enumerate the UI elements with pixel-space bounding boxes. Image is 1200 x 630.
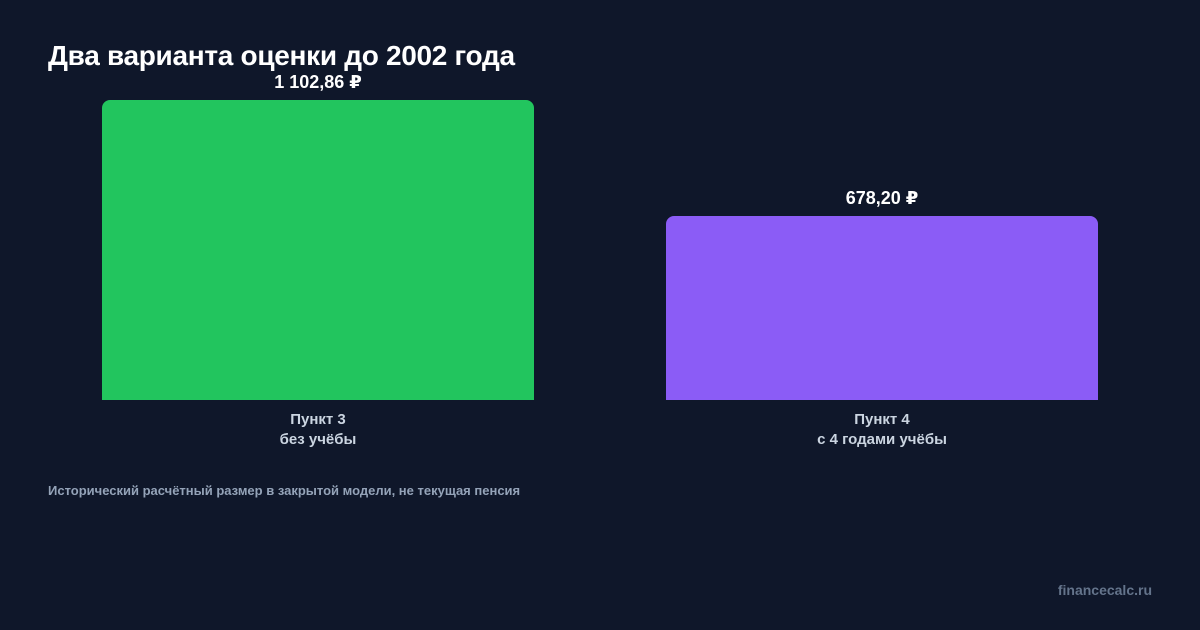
- category-label-line1: Пункт 4: [854, 411, 910, 428]
- category-label: Пункт 3 без учёбы: [102, 410, 534, 450]
- category-label-line1: Пункт 3: [290, 411, 346, 428]
- category-label: Пункт 4 с 4 годами учёбы: [666, 410, 1098, 450]
- bar-value-label: 678,20 ₽: [845, 187, 919, 208]
- category-label-line2: без учёбы: [279, 431, 357, 448]
- category-label-line2: с 4 годами учёбы: [817, 431, 947, 448]
- bar-value-label: 1 102,86 ₽: [274, 72, 362, 92]
- footnote: Исторический расчётный размер в закрытой…: [48, 483, 521, 498]
- brand-watermark: financecalc.ru: [1057, 582, 1152, 598]
- bar-1: [102, 100, 534, 400]
- bar-2: [666, 215, 1098, 400]
- chart-title: Два варианта оценки до 2002 года: [48, 40, 515, 71]
